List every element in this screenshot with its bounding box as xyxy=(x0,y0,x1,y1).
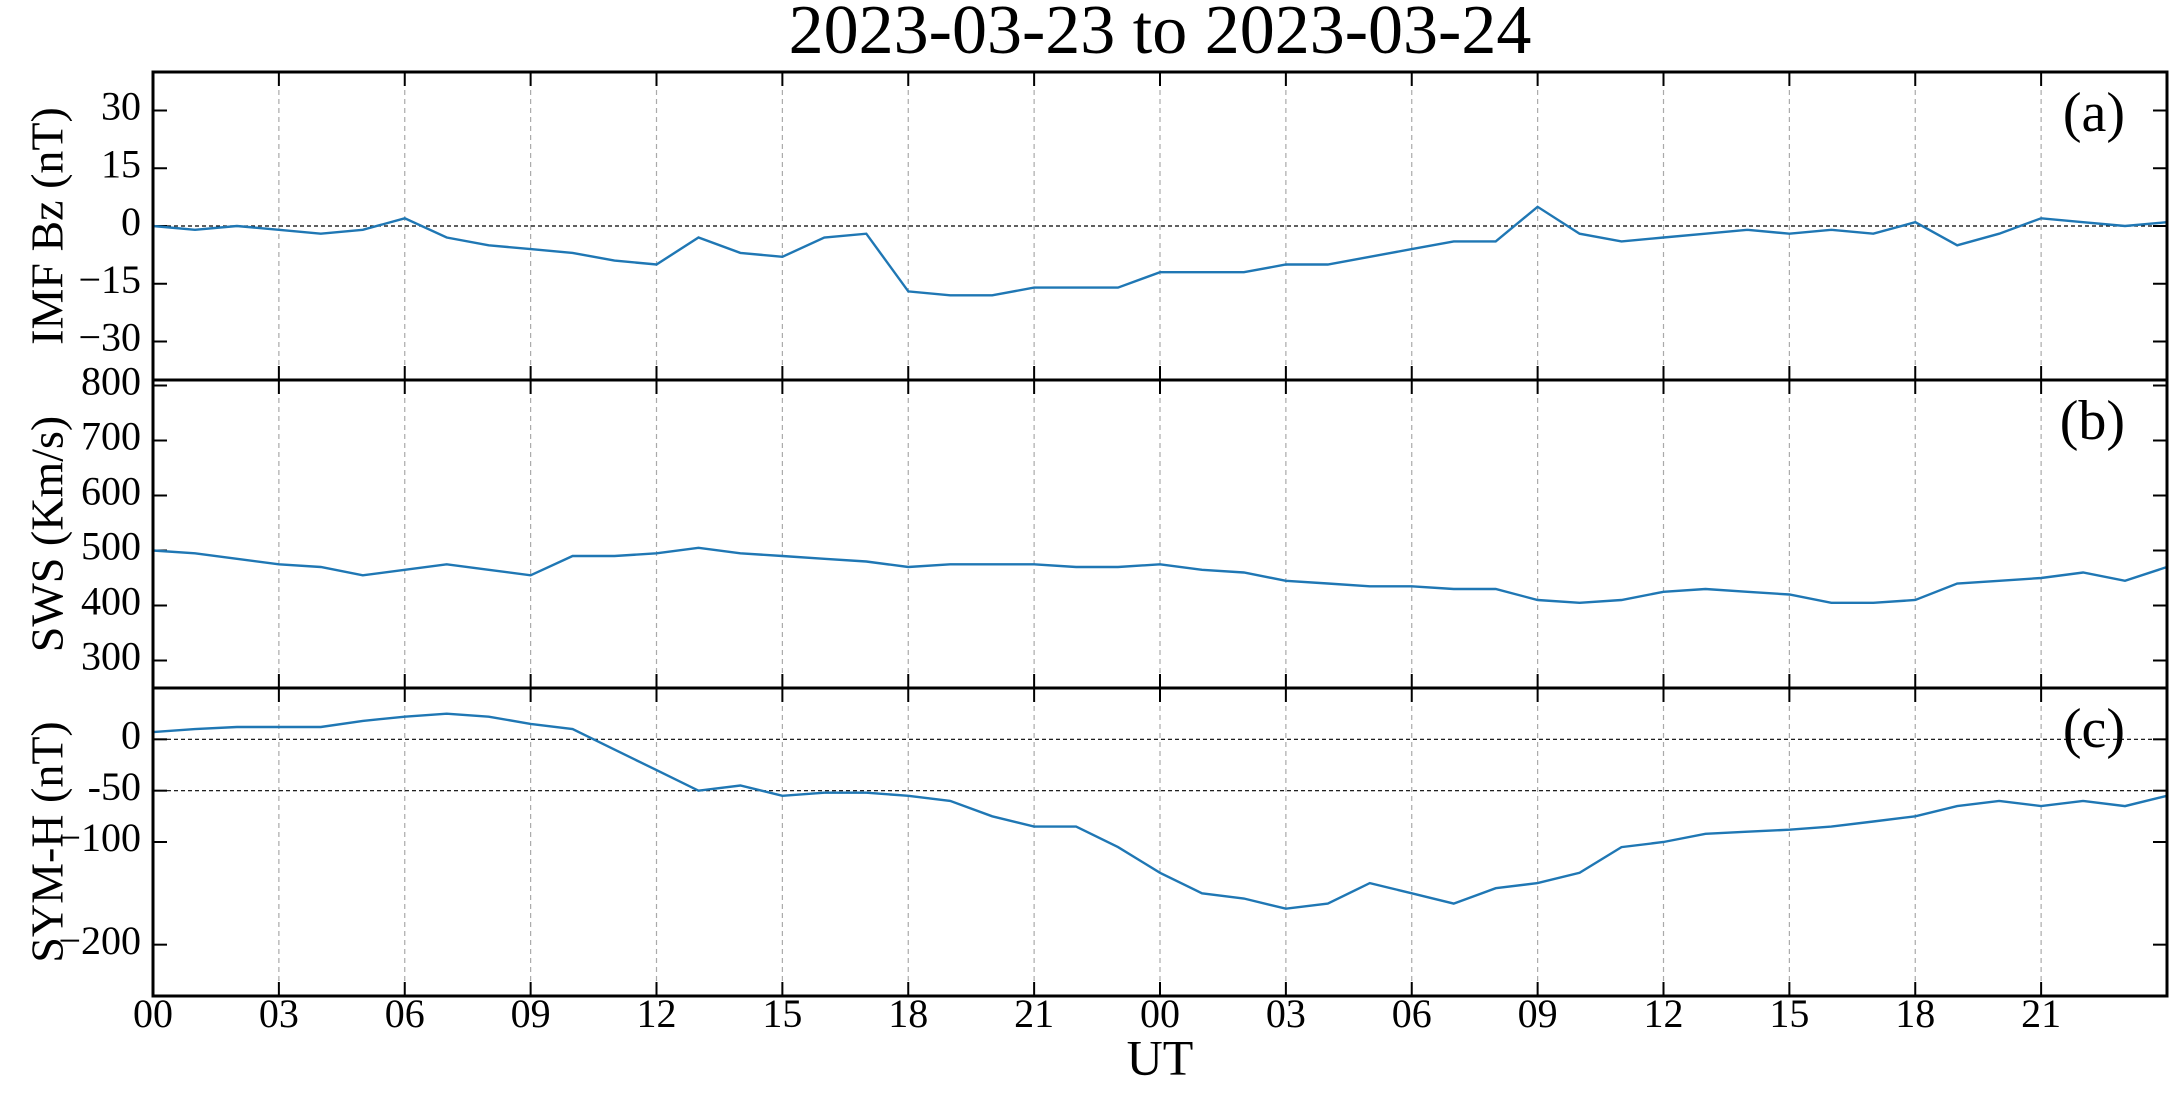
x-tick-label: 18 xyxy=(888,991,928,1036)
x-tick-label: 12 xyxy=(1644,991,1684,1036)
x-tick-label: 15 xyxy=(762,991,802,1036)
y-tick-label: −15 xyxy=(78,257,141,302)
x-tick-label: 21 xyxy=(1014,991,1054,1036)
x-tick-label: 06 xyxy=(385,991,425,1036)
y-tick-label: −100 xyxy=(58,815,141,860)
y-tick-label: 0 xyxy=(121,199,141,244)
x-tick-label: 12 xyxy=(637,991,677,1036)
y-tick-label: -50 xyxy=(88,764,141,809)
x-tick-label: 09 xyxy=(1518,991,1558,1036)
y-tick-label: 300 xyxy=(81,634,141,679)
x-tick-label: 18 xyxy=(1895,991,1935,1036)
x-tick-label: 03 xyxy=(259,991,299,1036)
x-axis-label: UT xyxy=(1127,1029,1194,1085)
y-axis-label: SWS (Km/s) xyxy=(22,416,73,652)
y-tick-label: 0 xyxy=(121,713,141,758)
y-tick-label: −30 xyxy=(78,315,141,360)
x-tick-label: 03 xyxy=(1266,991,1306,1036)
panel-label: (b) xyxy=(2060,390,2125,452)
x-tick-label: 15 xyxy=(1769,991,1809,1036)
y-axis-label: SYM-H (nT) xyxy=(22,721,73,962)
y-tick-label: 800 xyxy=(81,359,141,404)
x-tick-label: 21 xyxy=(2021,991,2061,1036)
x-tick-label: 06 xyxy=(1392,991,1432,1036)
x-tick-label: 00 xyxy=(133,991,173,1036)
y-tick-label: 400 xyxy=(81,579,141,624)
y-tick-label: 500 xyxy=(81,524,141,569)
chart-title: 2023-03-23 to 2023-03-24 xyxy=(789,0,1532,69)
data-line xyxy=(152,546,2168,605)
panel-frame xyxy=(151,686,2169,998)
y-tick-label: 700 xyxy=(81,414,141,459)
panel-label: (a) xyxy=(2063,82,2125,144)
x-tick-label: 00 xyxy=(1140,991,1180,1036)
y-tick-label: −200 xyxy=(58,918,141,963)
panel-label: (c) xyxy=(2063,698,2125,760)
y-axis-label: IMF Bz (nT) xyxy=(22,107,73,345)
y-tick-label: 600 xyxy=(81,469,141,514)
y-tick-label: 15 xyxy=(101,141,141,186)
data-line xyxy=(152,205,2168,297)
y-tick-label: 30 xyxy=(101,84,141,129)
x-tick-label: 09 xyxy=(511,991,551,1036)
data-line xyxy=(152,712,2168,910)
